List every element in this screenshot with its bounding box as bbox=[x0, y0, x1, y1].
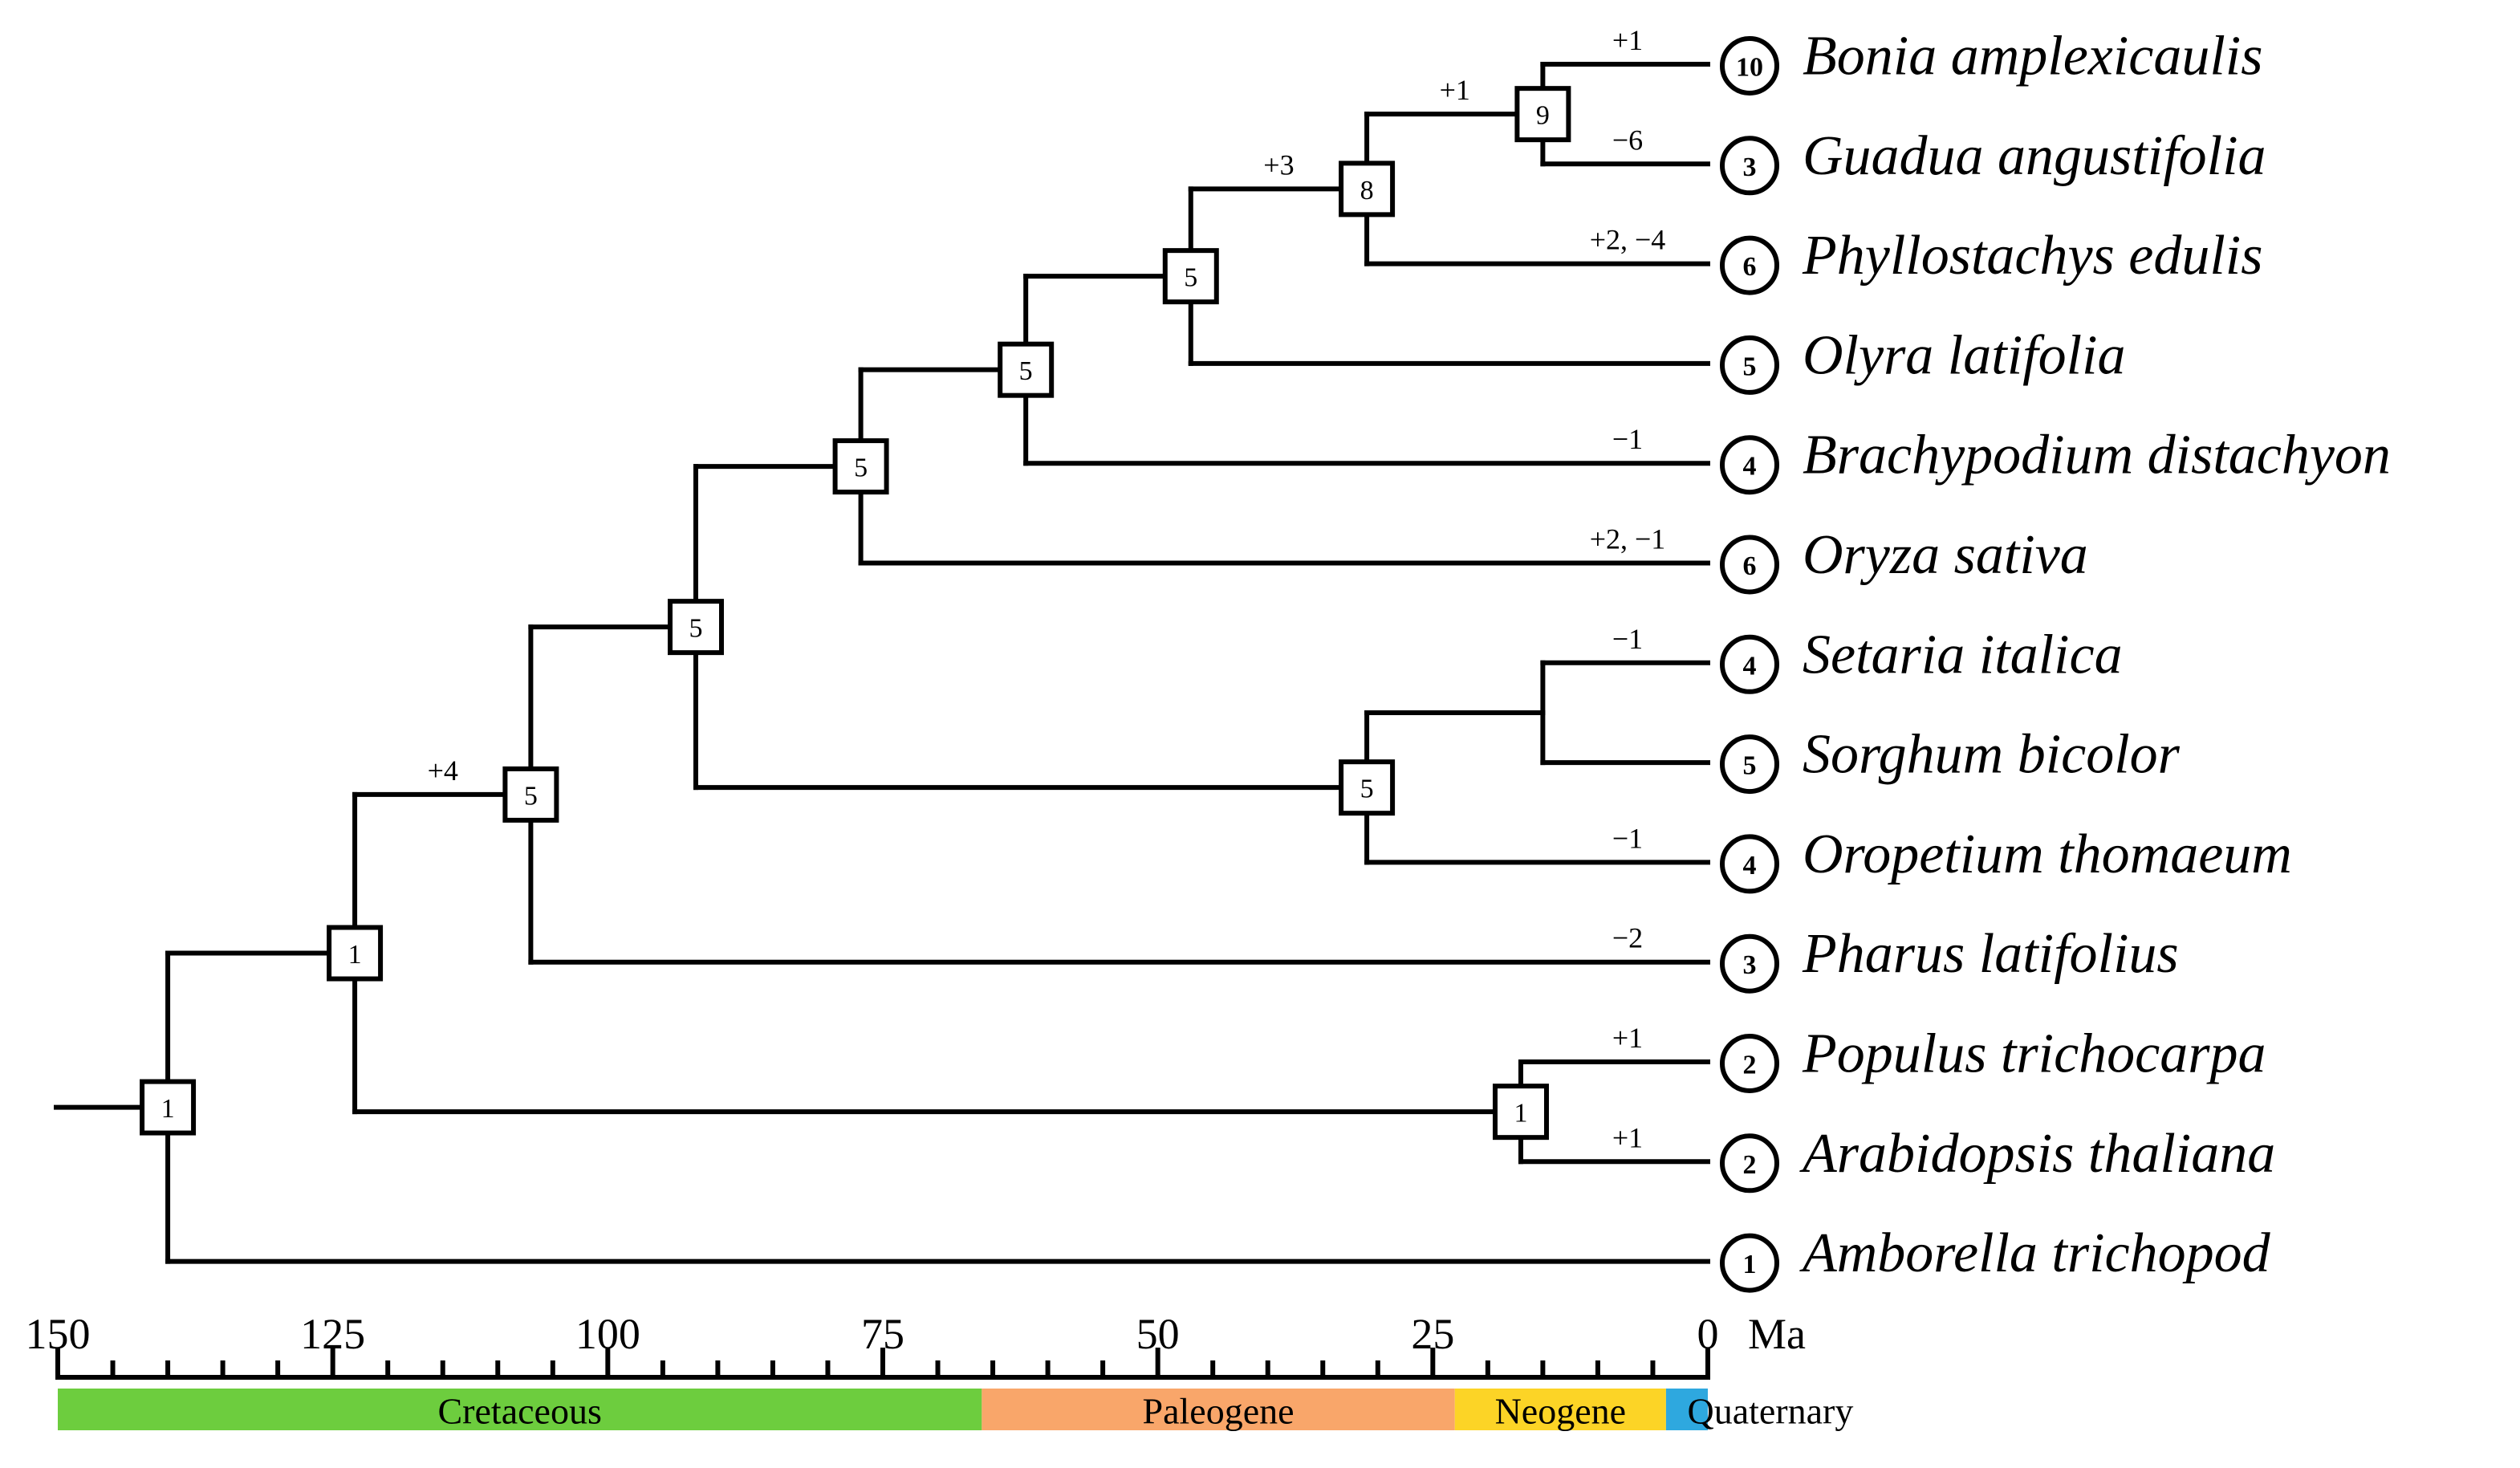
taxon-label: Populus trichocarpa bbox=[1802, 1023, 2266, 1085]
period-bar bbox=[58, 1389, 982, 1430]
tip-count-circle bbox=[1720, 335, 1779, 395]
axis-tick-label: 100 bbox=[575, 1310, 640, 1358]
tip-count-label: 5 bbox=[1743, 352, 1757, 381]
node-box bbox=[1339, 759, 1396, 816]
tip-count-circle bbox=[1720, 36, 1779, 96]
taxon-label: Oropetium thomaeum bbox=[1803, 823, 2292, 885]
internal-nodes: 9 8 5 5 5 5 5 5 1 1 1 bbox=[140, 86, 1571, 1141]
node-count-label: 5 bbox=[854, 453, 868, 483]
node-box bbox=[832, 438, 889, 495]
node-box bbox=[998, 341, 1055, 398]
node-box bbox=[140, 1079, 197, 1136]
branch-change-label: +3 bbox=[1263, 148, 1294, 181]
axis-tick-label: 25 bbox=[1411, 1310, 1454, 1358]
node-count-label: 5 bbox=[1184, 263, 1197, 293]
taxon-label: Bonia amplexicaulis bbox=[1803, 26, 2263, 87]
node-box bbox=[667, 599, 724, 656]
period-label: Quaternary bbox=[1687, 1391, 1853, 1432]
branch-change-label: +1 bbox=[1440, 74, 1470, 106]
tip-count-label: 3 bbox=[1743, 950, 1757, 980]
taxon-label: Amborella trichopod bbox=[1799, 1222, 2271, 1284]
taxon-label: Brachypodium distachyon bbox=[1803, 425, 2391, 486]
tip-count-label: 3 bbox=[1743, 152, 1757, 182]
tip-count-label: 10 bbox=[1736, 53, 1763, 83]
tip-count-label: 1 bbox=[1743, 1250, 1757, 1279]
axis-tick-label: 75 bbox=[861, 1310, 904, 1358]
tip-count-circle bbox=[1720, 1233, 1779, 1293]
time-axis: 150 125 100 75 50 25 0 Ma bbox=[26, 1310, 1806, 1380]
node-count-label: 5 bbox=[524, 781, 538, 811]
taxon-label: Olyra latifolia bbox=[1803, 324, 2126, 386]
node-box bbox=[502, 766, 559, 823]
taxon-label: Oryza sativa bbox=[1803, 524, 2088, 586]
tip-count-label: 4 bbox=[1743, 651, 1757, 681]
node-box bbox=[1514, 86, 1571, 143]
axis-tick-label: 150 bbox=[26, 1310, 91, 1358]
tip-count-label: 2 bbox=[1743, 1150, 1757, 1180]
tip-count-circle bbox=[1720, 535, 1779, 595]
geologic-periods: Cretaceous Paleogene Neogene Quaternary bbox=[58, 1389, 1853, 1432]
tip-count-label: 2 bbox=[1743, 1051, 1757, 1080]
taxon-label: Pharus latifolius bbox=[1802, 923, 2179, 985]
tip-count-label: 6 bbox=[1743, 252, 1757, 282]
axis-tick-label: 125 bbox=[300, 1310, 365, 1358]
taxon-label: Setaria italica bbox=[1803, 624, 2123, 685]
branch-change-labels: +4 +3 +1 +1 −6 +2, −4 −1 +2, −1 −1 −1 −2 +1 +1 bbox=[428, 24, 1666, 1153]
branch-change-label: −1 bbox=[1612, 623, 1643, 655]
tip-count-circle bbox=[1720, 834, 1779, 894]
tip-count-label: 4 bbox=[1743, 452, 1757, 482]
branch-change-label: −6 bbox=[1612, 124, 1643, 156]
branch-change-label: +2, −4 bbox=[1590, 224, 1666, 256]
node-count-label: 1 bbox=[161, 1094, 175, 1124]
node-count-label: 5 bbox=[689, 614, 702, 644]
tip-labels: 10 Bonia amplexicaulis 3 Guadua angustifoli… bbox=[1720, 26, 2391, 1293]
tip-count-circle bbox=[1720, 634, 1779, 694]
node-count-label: 1 bbox=[1514, 1099, 1527, 1128]
tip-count-circle bbox=[1720, 933, 1779, 994]
node-box bbox=[1492, 1084, 1549, 1141]
taxon-label: Arabidopsis thaliana bbox=[1799, 1123, 2275, 1185]
branch-change-label: +4 bbox=[428, 754, 458, 787]
period-bar bbox=[1665, 1389, 1708, 1430]
tip-count-circle bbox=[1720, 1034, 1779, 1093]
node-count-label: 9 bbox=[1536, 101, 1550, 131]
tip-count-circle bbox=[1720, 734, 1779, 795]
branch-change-label: +1 bbox=[1612, 24, 1643, 56]
node-box bbox=[327, 925, 384, 982]
period-label: Neogene bbox=[1495, 1391, 1626, 1432]
period-label: Cretaceous bbox=[438, 1391, 602, 1432]
tree-branches bbox=[54, 62, 1710, 1264]
tip-count-label: 5 bbox=[1743, 751, 1757, 781]
axis-tick-label: 50 bbox=[1136, 1310, 1180, 1358]
period-label: Paleogene bbox=[1143, 1391, 1295, 1432]
taxon-label: Sorghum bicolor bbox=[1803, 724, 2181, 786]
period-bar bbox=[982, 1389, 1455, 1430]
tip-count-label: 6 bbox=[1743, 551, 1757, 581]
axis-unit-label: Ma bbox=[1748, 1310, 1806, 1358]
branch-change-label: −1 bbox=[1612, 822, 1643, 854]
branch-change-label: −1 bbox=[1612, 423, 1643, 455]
node-count-label: 8 bbox=[1360, 176, 1374, 205]
node-box bbox=[1339, 161, 1396, 218]
period-bar bbox=[1454, 1389, 1666, 1430]
tip-count-circle bbox=[1720, 1133, 1779, 1194]
node-count-label: 1 bbox=[348, 940, 362, 970]
branch-change-label: +1 bbox=[1612, 1022, 1643, 1054]
branch-change-label: −2 bbox=[1612, 922, 1643, 954]
tip-count-label: 4 bbox=[1743, 851, 1757, 880]
node-count-label: 5 bbox=[1019, 356, 1033, 386]
tip-count-circle bbox=[1720, 136, 1779, 196]
node-box bbox=[1162, 248, 1219, 305]
branch-change-label: +1 bbox=[1612, 1121, 1643, 1153]
node-count-label: 5 bbox=[1360, 775, 1374, 804]
tip-count-circle bbox=[1720, 435, 1779, 495]
taxon-label: Guadua angustifolia bbox=[1803, 125, 2266, 187]
branch-change-label: +2, −1 bbox=[1590, 523, 1666, 555]
axis-tick-label: 0 bbox=[1697, 1310, 1719, 1358]
taxon-label: Phyllostachys edulis bbox=[1802, 225, 2263, 287]
tip-count-circle bbox=[1720, 235, 1779, 295]
